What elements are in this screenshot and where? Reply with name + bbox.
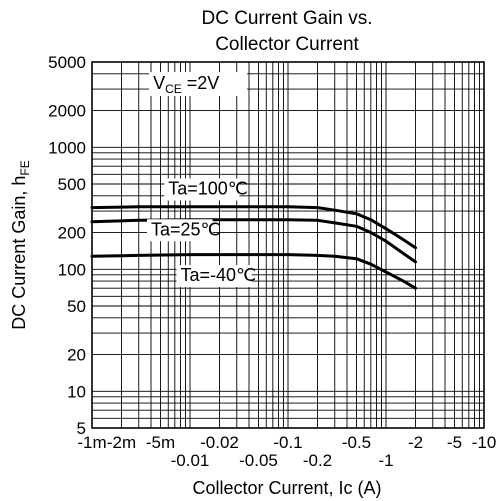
condition-label: VCE =2V [153, 73, 219, 96]
x-tick-label: -1 [378, 451, 393, 470]
series-label-bg [164, 178, 240, 201]
y-axis-label: DC Current Gain, hFE [9, 160, 32, 329]
y-tick-label: 10 [67, 382, 86, 401]
chart-grid [91, 61, 485, 429]
y-tick-label: 500 [58, 175, 86, 194]
series-label: Ta=-40℃ [181, 265, 257, 285]
x-tick-label: -1m [77, 433, 106, 452]
x-tick-label: -0.2 [303, 451, 332, 470]
axis-labels: Collector Current, Ic (A) DC Current Gain… [9, 160, 382, 498]
x-tick-label: -0.05 [239, 451, 278, 470]
x-tick-label: -0.01 [171, 451, 210, 470]
plot-frame [91, 61, 485, 429]
series-line [90, 205, 417, 250]
x-tick-label: -5m [146, 433, 175, 452]
y-tick-label: 5 [77, 419, 86, 438]
chart-title-line: Collector Current [215, 34, 359, 55]
series-label: Ta=100℃ [168, 179, 248, 199]
chart-title-line: DC Current Gain vs. [201, 8, 372, 29]
series-label: Ta=25℃ [151, 219, 221, 239]
x-tick-label: -0.5 [342, 433, 371, 452]
y-tick-label: 50 [67, 297, 86, 316]
chart-title: DC Current Gain vs. Collector Current [201, 8, 372, 55]
y-tick-label: 1000 [48, 138, 86, 157]
condition-label-bg [149, 72, 248, 97]
x-tick-label: -5 [447, 433, 462, 452]
y-tick-label: 200 [58, 224, 86, 243]
y-tick-label: 5000 [48, 53, 86, 72]
chart-annotations: Ta=100℃ Ta=25℃ Ta=-40℃ VCE =2V [147, 72, 257, 288]
x-tick-label: -2m [107, 433, 136, 452]
x-axis-label: Collector Current, Ic (A) [192, 478, 381, 498]
series-line [90, 253, 417, 290]
x-tick-label: -0.02 [200, 433, 239, 452]
series-label-bg [147, 219, 213, 242]
y-tick-label: 100 [58, 260, 86, 279]
x-tick-label: -10 [472, 433, 497, 452]
x-tick-label: -2 [408, 433, 423, 452]
y-tick-label: 2000 [48, 102, 86, 121]
y-tick-label: 20 [67, 346, 86, 365]
series-label-bg [176, 265, 252, 288]
x-tick-label: -0.1 [273, 433, 302, 452]
